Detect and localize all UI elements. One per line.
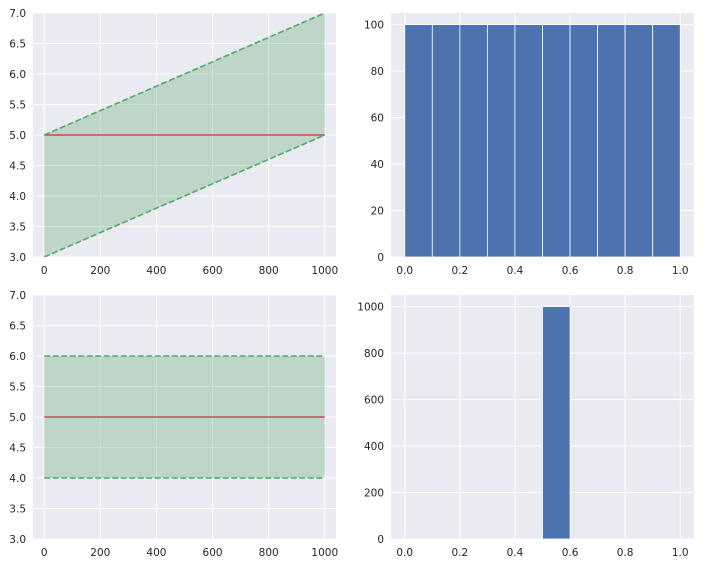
x-tick-label: 0 bbox=[41, 265, 48, 277]
subplot-1: 0 200 400 600 800 1000 3.0 3.5 4.0 4.5 5.0 5.5 6.0 6.… bbox=[9, 8, 338, 277]
y-tick-label: 80 bbox=[371, 66, 384, 78]
x-tick-label: 800 bbox=[259, 265, 279, 277]
x-tick-label: 600 bbox=[203, 547, 223, 559]
y-tick-label: 0 bbox=[377, 534, 384, 546]
y-tick-label: 4.0 bbox=[9, 473, 26, 485]
y-tick-label: 7.0 bbox=[9, 8, 26, 20]
y-tick-label: 600 bbox=[364, 395, 384, 407]
x-tick-label: 0.6 bbox=[562, 547, 579, 559]
y-tick-label: 4.5 bbox=[9, 161, 26, 173]
y-tick-label: 5.5 bbox=[9, 382, 26, 394]
y-tick-label: 200 bbox=[364, 488, 384, 500]
plot-area bbox=[43, 13, 326, 257]
y-tick-label: 3.0 bbox=[9, 534, 26, 546]
x-tick-label: 1000 bbox=[311, 547, 338, 559]
histogram-bar bbox=[624, 24, 654, 257]
y-tick-label: 20 bbox=[371, 206, 384, 218]
subplot-2: 0.0 0.2 0.4 0.6 0.8 1.0 0 20 40 60 80 100 bbox=[364, 13, 694, 277]
x-tick-label: 1.0 bbox=[672, 547, 689, 559]
y-tick-label: 400 bbox=[364, 441, 384, 453]
histogram-bar bbox=[514, 24, 543, 257]
x-tick-label: 200 bbox=[90, 547, 110, 559]
histogram-bar bbox=[459, 24, 488, 257]
histogram-bar bbox=[597, 24, 626, 257]
subplot-3: 0 200 400 600 800 1000 3.0 3.5 4.0 4.5 5.0 5.5 6.0 6.… bbox=[9, 290, 338, 559]
histogram-bar bbox=[652, 24, 681, 257]
plot-area bbox=[404, 24, 681, 257]
plot-area bbox=[542, 306, 571, 539]
x-tick-label: 0.2 bbox=[452, 547, 469, 559]
x-tick-label: 1.0 bbox=[672, 265, 689, 277]
y-tick-label: 0 bbox=[377, 252, 384, 264]
y-tick-label: 800 bbox=[364, 348, 384, 360]
y-tick-label: 3.0 bbox=[9, 252, 26, 264]
y-tick-label: 5.0 bbox=[9, 412, 26, 424]
x-tick-label: 400 bbox=[146, 265, 166, 277]
histogram-bar bbox=[431, 24, 461, 257]
y-tick-label: 40 bbox=[371, 159, 384, 171]
x-tick-label: 0.0 bbox=[396, 547, 413, 559]
x-tick-label: 800 bbox=[259, 547, 279, 559]
y-tick-label: 4.0 bbox=[9, 191, 26, 203]
y-tick-label: 100 bbox=[364, 20, 384, 32]
y-tick-label: 6.5 bbox=[9, 321, 26, 333]
y-tick-label: 6.5 bbox=[9, 39, 26, 51]
histogram-bar bbox=[569, 24, 598, 257]
x-tick-label: 0.4 bbox=[507, 547, 524, 559]
y-tick-label: 4.5 bbox=[9, 443, 26, 455]
x-tick-label: 0 bbox=[41, 547, 48, 559]
y-tick-label: 5.0 bbox=[9, 130, 26, 142]
histogram-bar bbox=[487, 24, 516, 257]
y-tick-label: 6.0 bbox=[9, 351, 26, 363]
y-tick-label: 5.5 bbox=[9, 100, 26, 112]
x-tick-label: 400 bbox=[146, 547, 166, 559]
subplot-4: 0.0 0.2 0.4 0.6 0.8 1.0 0 200 400 600 800 1000 bbox=[357, 295, 694, 559]
histogram-bar bbox=[404, 24, 433, 257]
histogram-bar bbox=[542, 24, 571, 257]
plot-area bbox=[44, 355, 325, 479]
x-tick-label: 0.8 bbox=[617, 265, 634, 277]
x-tick-label: 1000 bbox=[311, 265, 338, 277]
x-tick-label: 600 bbox=[203, 265, 223, 277]
x-tick-label: 200 bbox=[90, 265, 110, 277]
y-tick-label: 1000 bbox=[357, 302, 384, 314]
y-tick-label: 3.5 bbox=[9, 504, 26, 516]
y-tick-label: 60 bbox=[371, 113, 384, 125]
x-tick-label: 0.0 bbox=[396, 265, 413, 277]
y-tick-label: 6.0 bbox=[9, 69, 26, 81]
y-tick-label: 3.5 bbox=[9, 222, 26, 234]
x-tick-label: 0.6 bbox=[562, 265, 579, 277]
x-tick-label: 0.8 bbox=[617, 547, 634, 559]
histogram-bar bbox=[542, 306, 571, 539]
x-tick-label: 0.4 bbox=[507, 265, 524, 277]
x-tick-label: 0.2 bbox=[452, 265, 469, 277]
y-tick-label: 7.0 bbox=[9, 290, 26, 302]
